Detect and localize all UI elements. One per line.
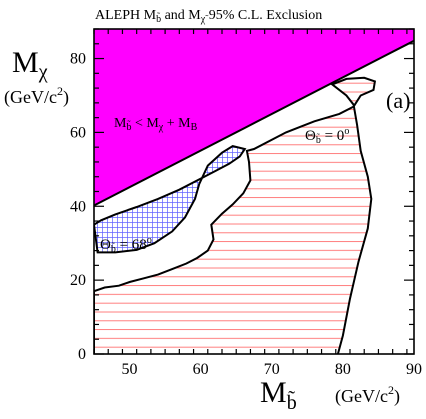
exclusion-region-theta-0 <box>94 76 377 354</box>
kinematic-boundary-line <box>94 39 414 207</box>
series-label-theta-68: Θb̃ = 68o <box>100 235 152 255</box>
y-tick-label: 60 <box>70 124 86 141</box>
kinematic-region-label: Mb̃ < Mχ + MB <box>114 116 198 133</box>
y-tick-label: 40 <box>70 198 86 215</box>
x-tick-label: 80 <box>335 361 351 378</box>
kinematic-region-fill <box>94 29 414 206</box>
panel-label: (a) <box>386 88 410 113</box>
y-axis-label: Mχ <box>12 46 48 83</box>
y-tick-label: 0 <box>78 346 86 363</box>
x-tick-label: 50 <box>122 361 138 378</box>
chart-title: ALEPH Mb̃ and Mχ̃ 95% C.L. Exclusion <box>95 8 322 25</box>
x-tick-label: 70 <box>264 361 280 378</box>
x-axis-units: (GeV/c2) <box>335 383 400 407</box>
x-tick-label: 60 <box>193 361 209 378</box>
x-axis: 50 60 70 80 90 <box>93 29 422 378</box>
y-axis: 0 20 40 60 80 <box>70 28 414 363</box>
series-label-theta-0: Θb̃ = 0o <box>305 126 349 146</box>
y-axis-units: (GeV/c2) <box>4 84 69 108</box>
y-tick-label: 20 <box>70 272 86 289</box>
x-axis-label: Mb̃ <box>260 376 297 414</box>
x-tick-label: 90 <box>406 361 422 378</box>
exclusion-region-theta-68 <box>94 145 247 254</box>
y-tick-label: 80 <box>70 51 86 68</box>
